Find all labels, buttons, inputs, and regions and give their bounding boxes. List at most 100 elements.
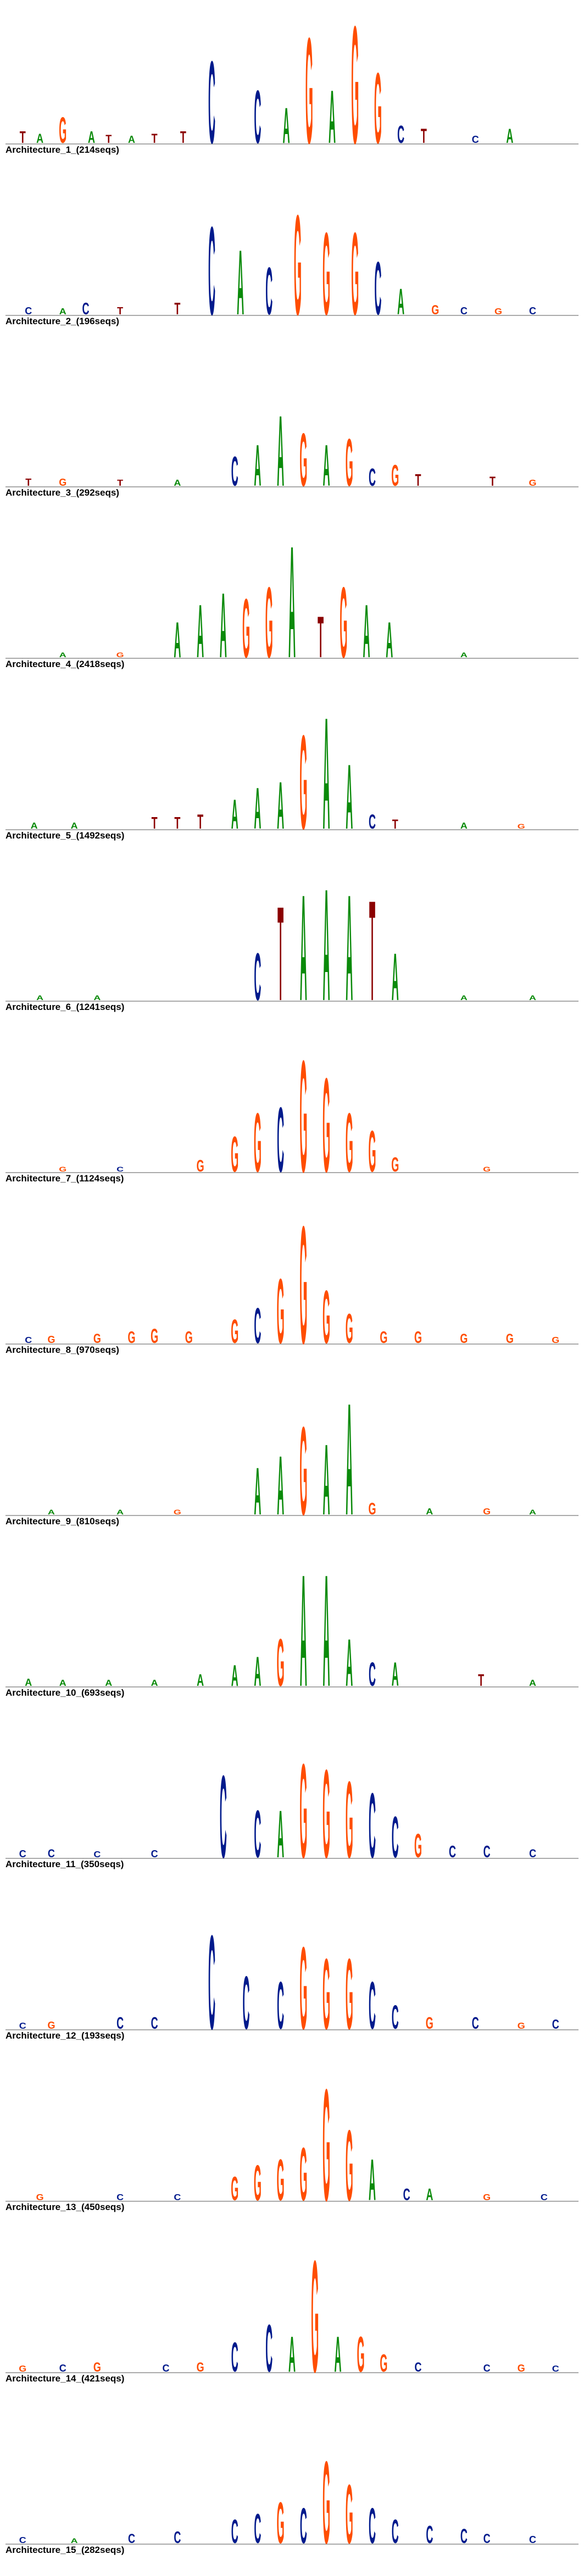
sequence-logo: T G T A GC A A G A G C G T T (5, 395, 579, 507)
motif-letter-g: G (299, 1401, 307, 1541)
architecture-logo-7: G C G G G G C G G G G G Architecture_7_(1124seqs) (0, 1027, 584, 1206)
background-letter-t: T (25, 477, 31, 488)
motif-letter-g: G (231, 2169, 238, 2207)
motif-letter-a: A (277, 395, 284, 507)
background-letter-t: T (105, 133, 112, 146)
architecture-label: Architecture_9_(810seqs) (5, 1516, 119, 1526)
background-letter-c: C (93, 1850, 101, 1859)
background-letter-c: C (529, 1847, 536, 1861)
background-letter-c: C (48, 1847, 55, 1861)
architecture-logo-2: C A T C G C C T C A C G G G C A G Architecture_2_(196seqs… (0, 171, 584, 345)
motif-letter-t: T (174, 814, 180, 832)
architecture-label: Architecture_3_(292seqs) (5, 487, 119, 498)
background-letter-g: G (483, 1166, 491, 1173)
motif-letter-g: G (265, 566, 273, 679)
motif-letter-a: A (174, 612, 181, 668)
background-letter-g: G (518, 2021, 525, 2030)
background-letter-c: C (174, 2192, 181, 2202)
background-letter-a: A (460, 821, 468, 830)
motif-letter-a: A (323, 684, 330, 863)
motif-letter-g: G (231, 1312, 238, 1350)
background-letter-a: A (25, 1677, 32, 1688)
motif-letter-c: C (369, 463, 376, 491)
motif-letter-a: A (392, 939, 399, 1014)
motif-letter-c: C (369, 1968, 376, 2043)
motif-letter-c: C (231, 2334, 238, 2380)
architecture-logo-12: C G G C C C C C G G G C C G C C Architecture_12_(193seqs… (0, 1886, 584, 2057)
motif-letter-c: C (208, 1907, 215, 2058)
motif-letter-g: G (305, 7, 313, 175)
motif-letter-g: G (346, 2468, 353, 2562)
background-letter-a: A (529, 995, 536, 1002)
motif-letter-c: C (163, 2363, 170, 2374)
architecture-logo-8: C G G G G G G G C G G G G G G G G Architecture_8_(970seqs… (0, 1191, 584, 1379)
architecture-logo-15: C A C C C C G C G G C C C C C C Architecture_15_(282seqs… (0, 2400, 584, 2572)
motif-letter-t: T (277, 879, 283, 1029)
background-letter-c: C (116, 2192, 124, 2202)
motif-letter-g: G (322, 2438, 330, 2568)
motif-letter-a: A (369, 2148, 376, 2213)
background-letter-a: A (128, 134, 135, 145)
background-letter-g: G (59, 1166, 66, 1173)
motif-letter-c: C (374, 246, 381, 330)
background-letter-a: A (31, 821, 38, 830)
motif-letter-c: C (254, 1297, 261, 1354)
motif-letter-g: G (380, 2349, 387, 2377)
background-letter-t: T (117, 306, 123, 317)
architecture-label: Architecture_5_(1492seqs) (5, 830, 125, 841)
background-letter-g: G (47, 2020, 55, 2031)
background-letter-g: G (116, 652, 124, 659)
motif-letter-t: T (152, 814, 158, 832)
motif-letter-a: A (363, 589, 370, 673)
architecture-logo-4: A G A A A A G G A T G A A Architecture_4_(2418seqs) (0, 513, 584, 691)
motif-letter-c: C (265, 2311, 272, 2386)
sequence-logo: A A A GT T T A A A G A A C T (5, 684, 579, 863)
architecture-label: Architecture_13_(450seqs) (5, 2202, 125, 2212)
motif-letter-g: G (391, 458, 399, 492)
architecture-logo-13: G C C G C G G G G G G A C A Architecture_13_(450seqs) (0, 2056, 584, 2234)
motif-letter-c: C (369, 811, 376, 834)
architecture-logo-11: C C C C C C C A G G G C C G C C Architecture_11_(350seqs… (0, 1714, 584, 1886)
background-letter-g: G (483, 2192, 491, 2202)
motif-letter-c: C (552, 2017, 559, 2031)
motif-letter-g: G (346, 1305, 353, 1352)
motif-letter-a: A (254, 776, 261, 842)
background-letter-t: T (180, 128, 186, 147)
background-letter-a: A (151, 1678, 158, 1687)
motif-letter-t: T (174, 299, 180, 318)
motif-letter-c: C (254, 2505, 261, 2552)
motif-letter-c: C (369, 2497, 376, 2554)
motif-letter-c: C (414, 2360, 421, 2374)
background-letter-a: A (36, 131, 43, 146)
background-letter-g: G (552, 1335, 559, 1345)
motif-letter-g: G (426, 2014, 433, 2033)
motif-letter-c: C (392, 1805, 399, 1870)
motif-letter-c: C (254, 74, 261, 159)
motif-letter-c: C (151, 2014, 158, 2033)
motif-letter-g: G (322, 209, 330, 340)
background-letter-g: G (59, 477, 66, 488)
motif-letter-c: C (449, 1842, 456, 1861)
architecture-logo-10: A A A A A A A A G A A A C A T Architecture_10_(693seqs) (0, 1541, 584, 1720)
motif-letter-g: G (322, 1274, 330, 1359)
background-letter-a: A (116, 1509, 124, 1516)
background-letter-c: C (541, 2192, 548, 2202)
background-letter-t: T (20, 128, 26, 147)
architecture-label: Architecture_1_(214seqs) (5, 145, 119, 155)
motif-letter-g: G (311, 2227, 319, 2406)
motif-letter-g: G (369, 1119, 376, 1185)
architecture-label: Architecture_14_(421seqs) (5, 2373, 125, 2384)
motif-letter-a: A (288, 2326, 296, 2383)
motif-letter-g: G (346, 1937, 353, 2050)
background-letter-a: A (460, 995, 468, 1002)
background-letter-a: A (174, 478, 181, 487)
motif-letter-a: A (197, 589, 204, 673)
architecture-label: Architecture_11_(350seqs) (5, 1859, 124, 1869)
motif-letter-g: G (185, 1328, 193, 1347)
motif-letter-c: C (460, 2525, 468, 2548)
background-letter-a: A (48, 1509, 55, 1516)
motif-letter-g: G (197, 1157, 204, 1175)
sequence-logo: G C GG G G C G G G G G (5, 1027, 579, 1206)
background-letter-a: A (59, 307, 66, 316)
motif-letter-g: G (483, 1507, 491, 1516)
